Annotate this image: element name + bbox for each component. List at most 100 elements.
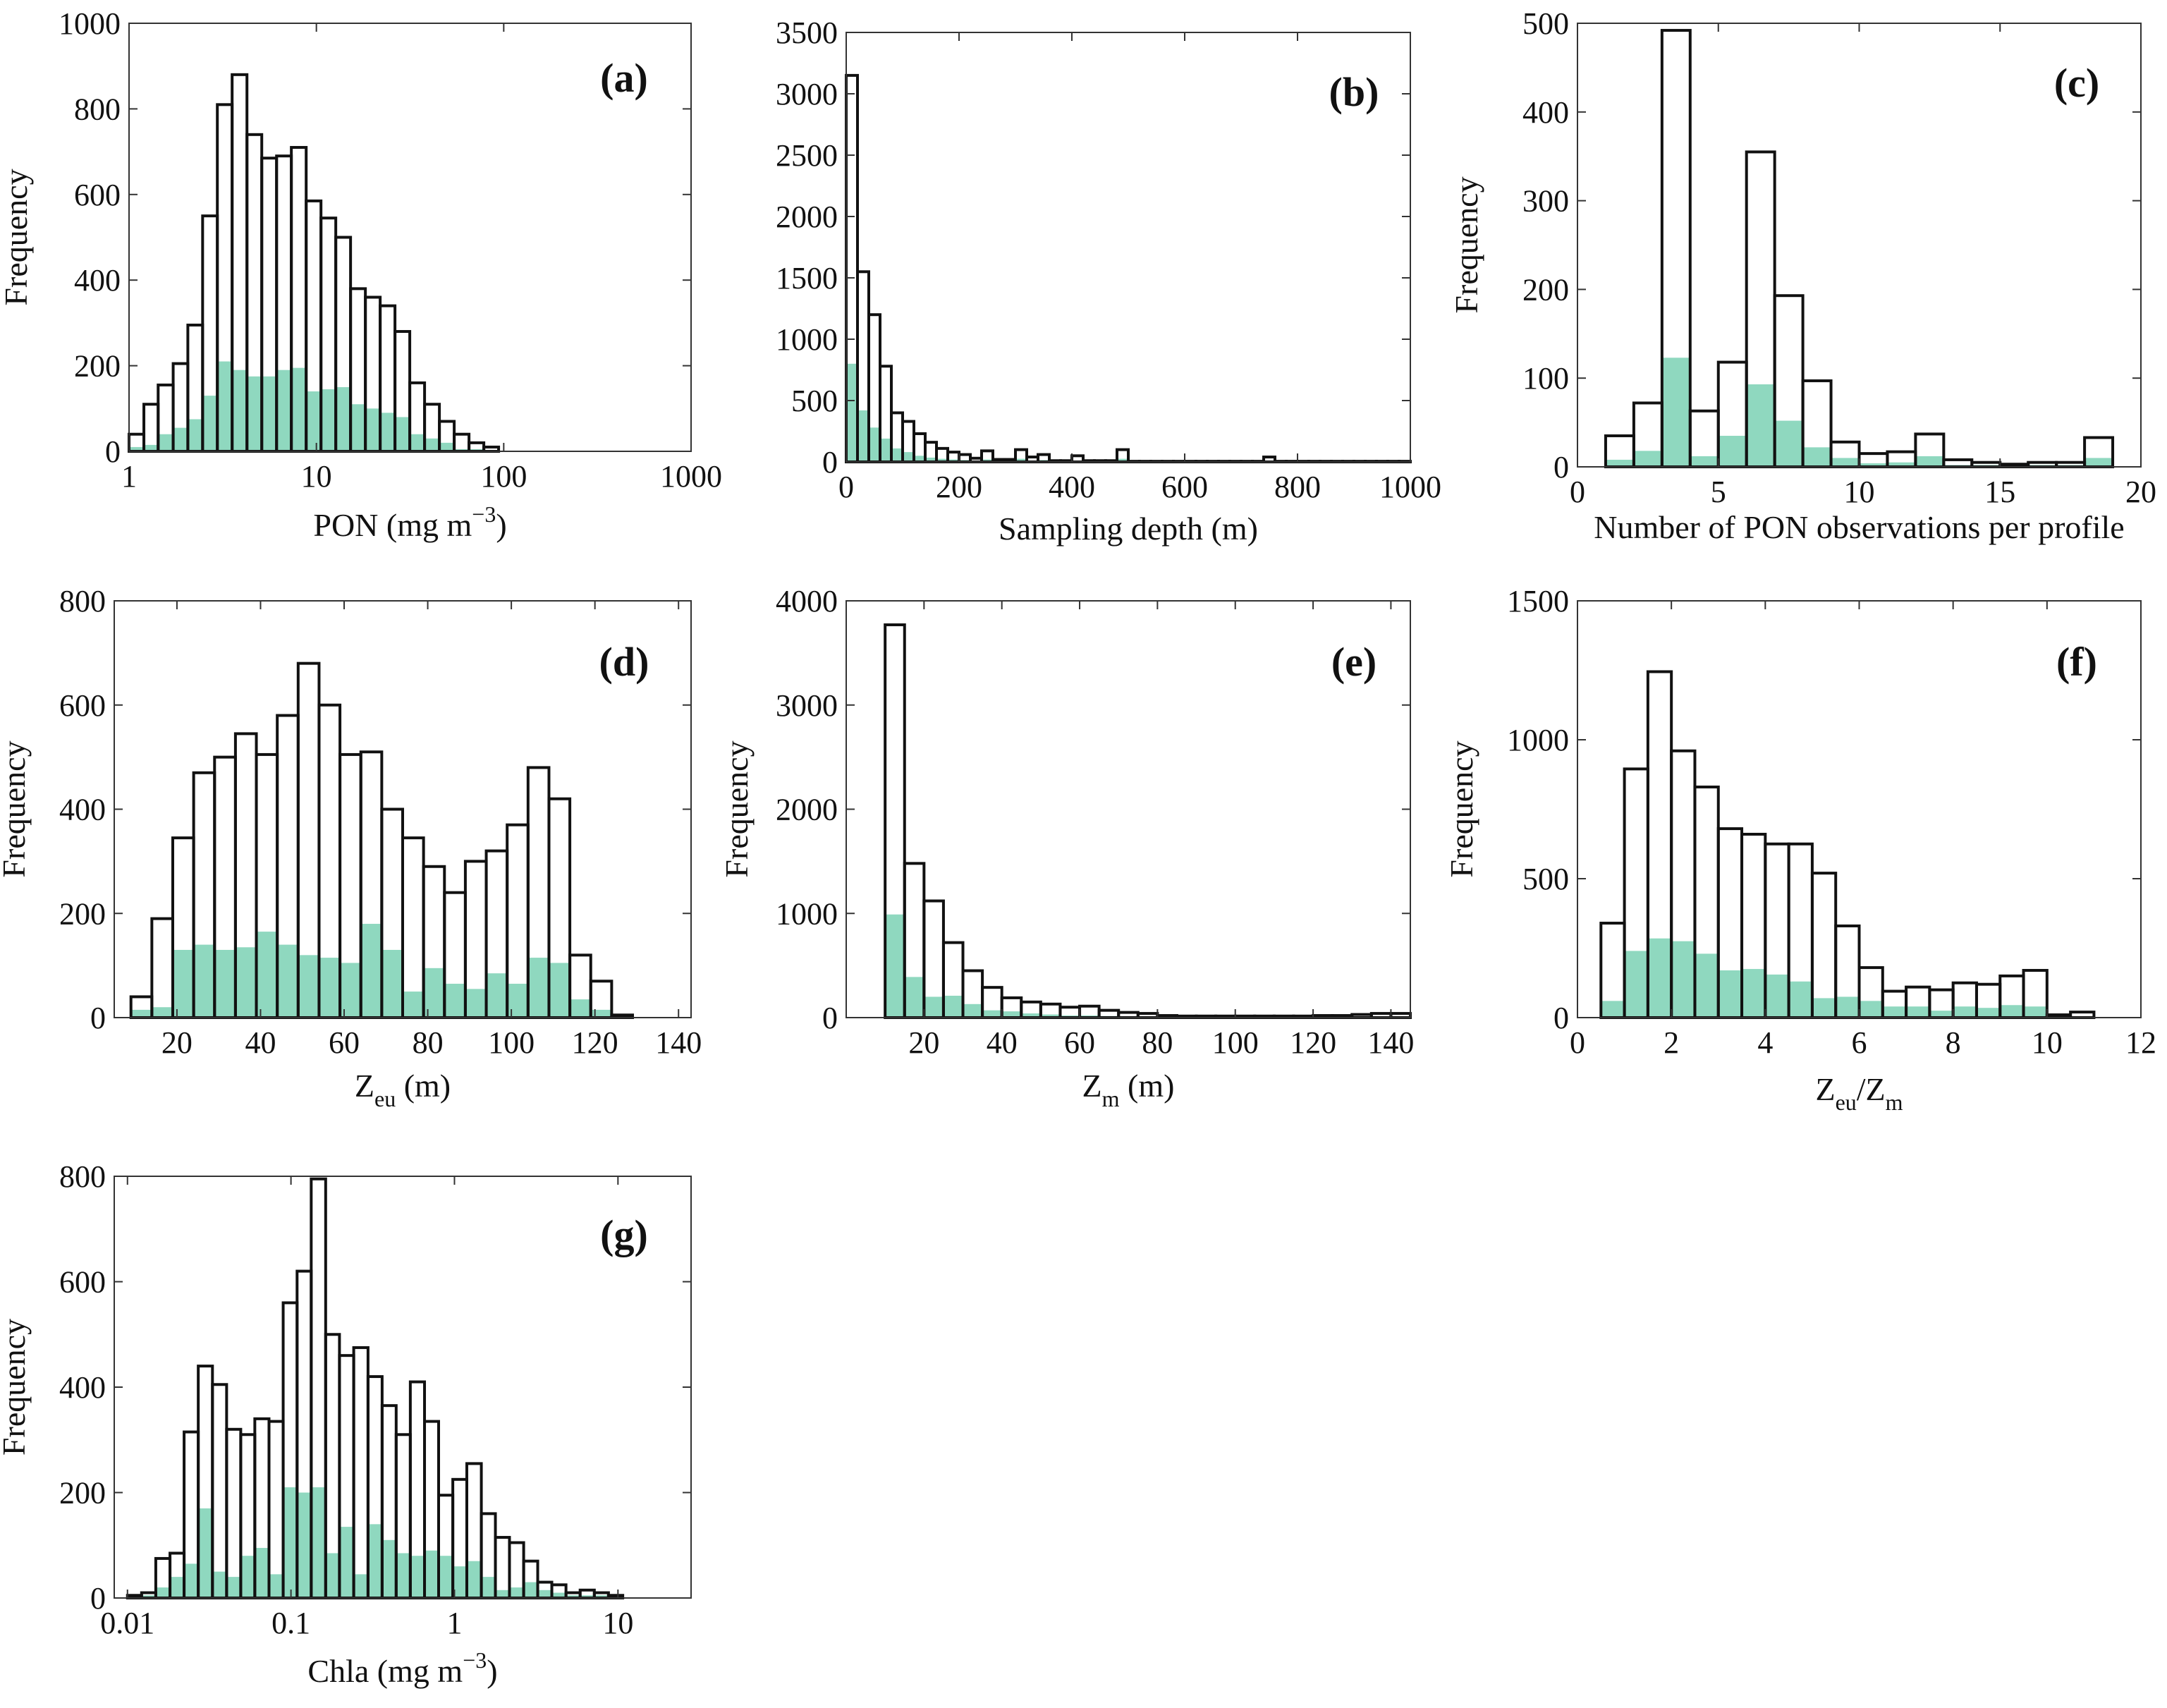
subset-bar [360, 924, 382, 1018]
subset-bar [507, 983, 528, 1018]
y-tick-label: 500 [791, 384, 838, 418]
subset-bar [943, 995, 963, 1018]
subset-bar [1906, 1006, 1930, 1018]
subset-bar [152, 1007, 173, 1018]
x-label-main: Chla (mg m [307, 1653, 463, 1689]
subset-bar [914, 456, 925, 462]
x-tick-label: 100 [1212, 1025, 1259, 1060]
panel-d: 20 40 60 80 100 120 140 0 200 400 600 800 Frequency Z… [0, 584, 702, 1111]
x-tick-label: 2 [1664, 1025, 1679, 1060]
subset-bar [129, 446, 145, 451]
subset-bar [297, 1492, 312, 1598]
subset-bar [1765, 974, 1789, 1018]
x-tick-label: 120 [572, 1025, 618, 1060]
subset-bar [982, 1010, 1002, 1018]
x-tick-label: 10 [301, 459, 332, 494]
x-label-mid: /Z [1857, 1071, 1886, 1107]
subset-bar [1976, 1008, 2001, 1018]
subset-bar [453, 1566, 467, 1598]
subset-bar [1021, 1013, 1041, 1018]
y-tick-label: 2000 [776, 793, 838, 827]
subset-bar [173, 427, 188, 451]
subset-bar [321, 389, 336, 451]
subset-bar [885, 914, 905, 1018]
subset-bar [232, 370, 248, 451]
y-tick-label: 400 [1522, 95, 1569, 130]
total-bar [958, 453, 972, 463]
total-bar [468, 441, 486, 453]
y-axis-label: Frequency [0, 740, 32, 877]
x-tick-label: 0 [1570, 1025, 1585, 1060]
y-tick-label: 0 [822, 445, 838, 480]
x-label-main: PON (mg m [313, 507, 472, 543]
x-tick-label: 6 [1852, 1025, 1867, 1060]
histogram-bars [845, 73, 1412, 464]
y-tick-label: 600 [59, 688, 106, 723]
subset-bar [306, 391, 322, 451]
subset-bar [2023, 1006, 2047, 1018]
subset-bar [277, 944, 298, 1018]
x-tick-label: 120 [1290, 1025, 1336, 1060]
x-label-main: Z [355, 1068, 374, 1104]
subset-bar [925, 457, 936, 462]
subset-bar [325, 1553, 340, 1598]
y-tick-label: 400 [74, 263, 121, 298]
panel-tag: (d) [599, 639, 649, 685]
y-tick-label: 200 [1522, 272, 1569, 307]
subset-bar [235, 947, 257, 1018]
x-tick-label: 10 [1844, 475, 1875, 509]
subset-bar [537, 1590, 552, 1598]
total-bar [2069, 1011, 2096, 1019]
subset-bar [1718, 435, 1747, 467]
y-tick-label: 1000 [1507, 723, 1569, 757]
y-axis-label: Frequency [0, 169, 34, 305]
y-tick-label: 1500 [776, 261, 838, 295]
subset-bar [256, 932, 278, 1018]
x-tick-label: 20 [161, 1025, 193, 1060]
subset-bar [903, 452, 914, 462]
y-tick-label: 200 [74, 349, 121, 384]
subset-bar [202, 396, 218, 451]
y-tick-label: 1000 [776, 322, 838, 357]
subset-bar [1774, 420, 1803, 467]
subset-bar [549, 963, 570, 1018]
y-axis-label: Frequency [1443, 740, 1479, 877]
x-tick-label: 1 [121, 459, 137, 494]
y-tick-label: 600 [59, 1265, 106, 1300]
subset-bar [247, 376, 262, 451]
subset-bar [350, 404, 366, 451]
subset-bar [924, 996, 944, 1018]
x-axis-label: Zeu/Zm [1815, 1071, 1903, 1115]
x-tick-label: 0.01 [100, 1606, 154, 1640]
subset-bar [904, 977, 924, 1018]
subset-bar [226, 1577, 241, 1598]
x-label-close: ) [496, 507, 506, 543]
subset-bar [570, 999, 591, 1018]
subset-bar [276, 370, 292, 451]
total-bar [401, 836, 425, 1019]
subset-bar [846, 363, 857, 462]
subset-bar [298, 955, 319, 1018]
subset-bar [880, 438, 891, 462]
x-axis-label: PON (mg m−3) [313, 501, 506, 543]
subset-bar [262, 376, 277, 451]
total-bar [225, 1427, 243, 1600]
subset-bar [198, 1508, 213, 1598]
subset-bar [425, 1550, 439, 1598]
y-tick-label: 400 [59, 793, 106, 827]
panel-a: 1 10 100 1000 0 200 400 600 800 1000 Frequency PON … [0, 6, 722, 543]
subset-bar [130, 1009, 152, 1018]
y-tick-label: 0 [90, 1581, 106, 1616]
subset-bar [291, 367, 307, 451]
y-tick-label: 2500 [776, 138, 838, 173]
panel-tag: (c) [2054, 60, 2099, 106]
x-label-subscript: eu [1836, 1090, 1857, 1115]
subset-bar [365, 408, 381, 451]
total-bar [267, 1420, 285, 1600]
total-bar [1810, 872, 1838, 1019]
subset-bar [396, 1553, 410, 1598]
subset-bar [1601, 1001, 1625, 1018]
x-label-superscript: −3 [472, 501, 496, 527]
x-tick-label: 10 [602, 1606, 633, 1640]
